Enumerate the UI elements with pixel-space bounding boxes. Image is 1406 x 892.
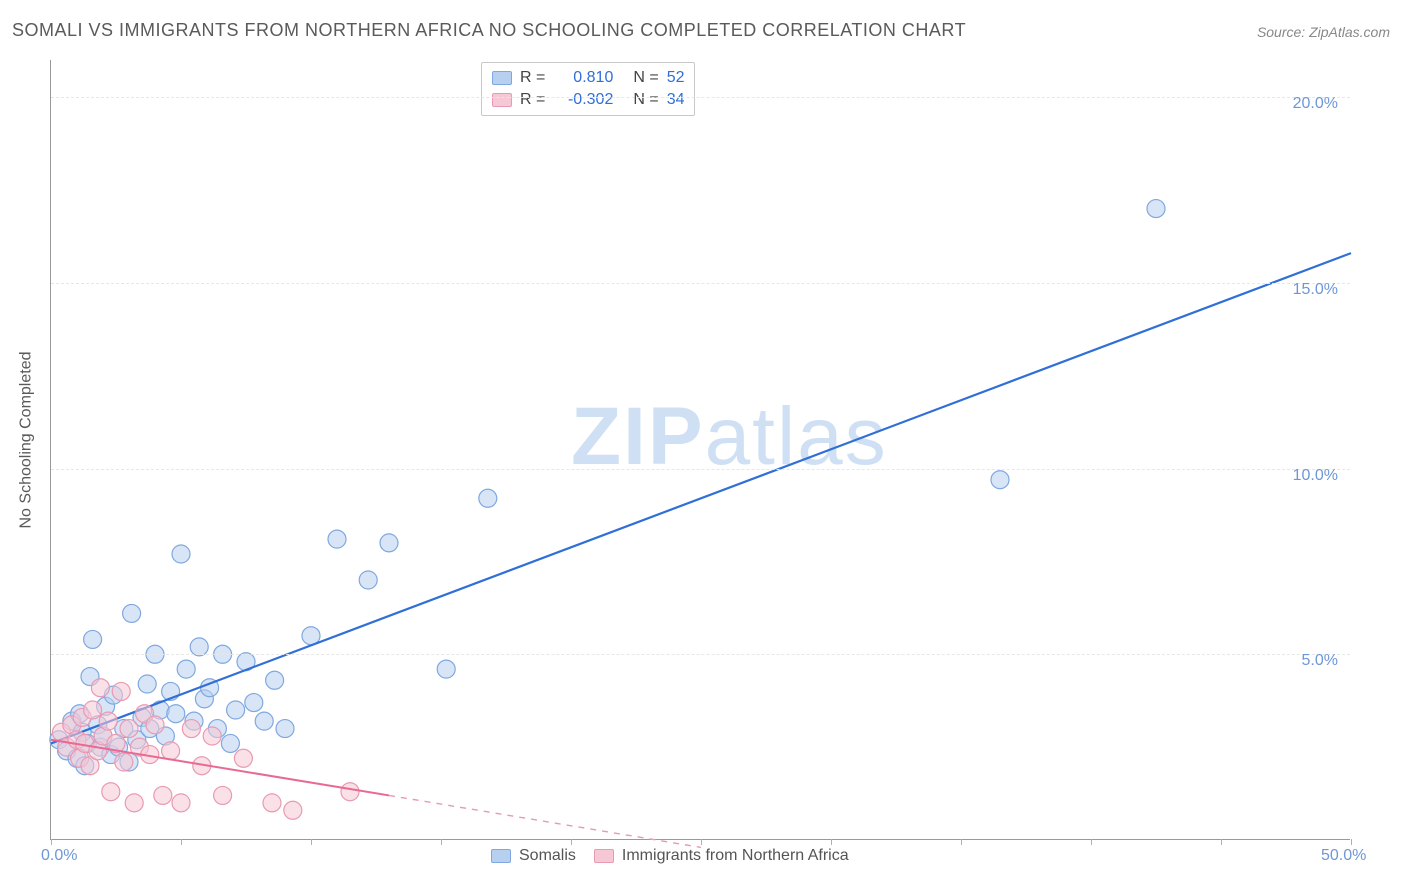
data-point	[177, 660, 195, 678]
data-point	[190, 638, 208, 656]
y-tick-label: 20.0%	[1293, 95, 1338, 113]
data-point	[167, 705, 185, 723]
x-tick-label: 0.0%	[41, 847, 77, 865]
stats-row: R = -0.302 N = 34	[492, 89, 684, 111]
gridline-h	[51, 97, 1350, 98]
data-point	[120, 720, 138, 738]
x-tick	[1351, 839, 1352, 845]
source-label: Source: ZipAtlas.com	[1257, 24, 1390, 40]
data-point	[154, 786, 172, 804]
x-tick	[441, 839, 442, 845]
x-tick	[311, 839, 312, 845]
legend-item: Somalis	[491, 847, 576, 865]
data-point	[99, 712, 117, 730]
stat-n-value: 52	[667, 69, 685, 87]
y-tick-label: 15.0%	[1293, 281, 1338, 299]
data-point	[84, 630, 102, 648]
stat-n-value: 34	[667, 91, 685, 109]
x-tick	[181, 839, 182, 845]
data-point	[437, 660, 455, 678]
legend-item: Immigrants from Northern Africa	[594, 847, 849, 865]
data-point	[91, 679, 109, 697]
gridline-h	[51, 283, 1350, 284]
data-point	[146, 716, 164, 734]
trend-line-dashed	[389, 795, 701, 847]
chart-container: SOMALI VS IMMIGRANTS FROM NORTHERN AFRIC…	[0, 0, 1406, 892]
y-tick-label: 10.0%	[1293, 467, 1338, 485]
y-axis-label: No Schooling Completed	[18, 352, 36, 529]
data-point	[214, 786, 232, 804]
data-point	[112, 682, 130, 700]
x-tick	[961, 839, 962, 845]
data-point	[221, 734, 239, 752]
chart-svg	[51, 60, 1351, 840]
data-point	[359, 571, 377, 589]
data-point	[266, 671, 284, 689]
x-tick	[51, 839, 52, 845]
stat-n-label: N =	[633, 69, 658, 87]
data-point	[84, 701, 102, 719]
legend-swatch	[491, 849, 511, 863]
data-point	[102, 783, 120, 801]
data-point	[245, 694, 263, 712]
x-tick-label: 50.0%	[1321, 847, 1366, 865]
data-point	[255, 712, 273, 730]
data-point	[227, 701, 245, 719]
data-point	[172, 545, 190, 563]
data-point	[263, 794, 281, 812]
data-point	[276, 720, 294, 738]
data-point	[991, 471, 1009, 489]
x-tick	[571, 839, 572, 845]
x-tick	[831, 839, 832, 845]
data-point	[479, 489, 497, 507]
stat-r-value: 0.810	[553, 69, 613, 87]
data-point	[115, 753, 133, 771]
stats-row: R = 0.810 N = 52	[492, 67, 684, 89]
data-point	[234, 749, 252, 767]
data-point	[123, 604, 141, 622]
y-tick-label: 5.0%	[1302, 652, 1338, 670]
data-point	[380, 534, 398, 552]
data-point	[172, 794, 190, 812]
data-point	[1147, 200, 1165, 218]
plot-area: ZIPatlas R =0.810N =52R =-0.302N =34 Som…	[50, 60, 1350, 840]
trend-line	[51, 253, 1351, 743]
x-tick	[701, 839, 702, 845]
stat-r-label: R =	[520, 91, 545, 109]
x-tick	[1091, 839, 1092, 845]
gridline-h	[51, 654, 1350, 655]
data-point	[341, 783, 359, 801]
legend-label: Immigrants from Northern Africa	[622, 847, 849, 865]
data-point	[125, 794, 143, 812]
stats-legend-box: R = 0.810 N = 52 R = -0.302 N = 34	[481, 62, 695, 116]
legend-label: Somalis	[519, 847, 576, 865]
legend-swatch	[594, 849, 614, 863]
series-swatch	[492, 71, 512, 85]
stat-r-value: -0.302	[553, 91, 613, 109]
data-point	[284, 801, 302, 819]
data-point	[328, 530, 346, 548]
data-point	[138, 675, 156, 693]
series-legend: Somalis Immigrants from Northern Africa	[491, 847, 849, 865]
chart-title: SOMALI VS IMMIGRANTS FROM NORTHERN AFRIC…	[12, 20, 966, 41]
gridline-h	[51, 469, 1350, 470]
data-point	[182, 720, 200, 738]
data-point	[162, 742, 180, 760]
data-point	[203, 727, 221, 745]
series-swatch	[492, 93, 512, 107]
stat-n-label: N =	[633, 91, 658, 109]
x-tick	[1221, 839, 1222, 845]
stat-r-label: R =	[520, 69, 545, 87]
